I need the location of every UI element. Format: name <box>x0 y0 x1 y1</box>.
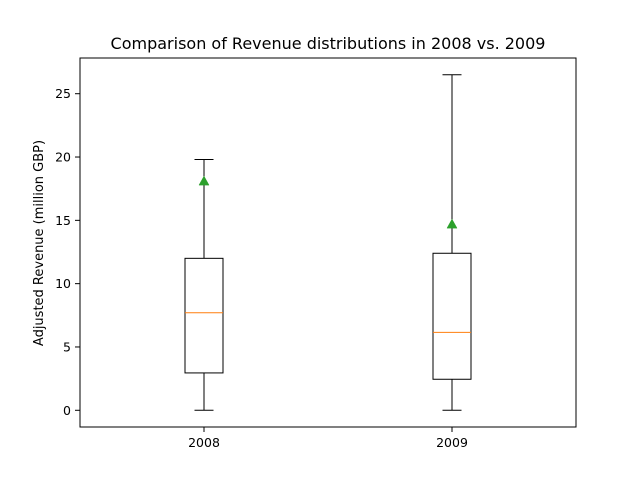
y-tick-label: 25 <box>55 86 71 101</box>
y-tick-label: 5 <box>63 339 71 354</box>
x-tick-label: 2008 <box>188 435 220 450</box>
iqr-box <box>432 252 472 380</box>
mean-marker <box>446 218 458 229</box>
iqr-box <box>184 257 224 374</box>
y-tick-label: 15 <box>55 213 71 228</box>
axes-frame <box>79 57 577 428</box>
box-2008 <box>184 159 224 411</box>
mean-marker <box>198 175 210 186</box>
y-tick-label: 0 <box>63 403 71 418</box>
y-tick-label: 10 <box>55 276 71 291</box>
y-axis-label: Adjusted Revenue (million GBP) <box>32 140 47 346</box>
box-2009 <box>432 74 472 411</box>
x-tick-label: 2009 <box>436 435 468 450</box>
y-tick-label: 20 <box>55 150 71 165</box>
plot-area: 0 5 10 15 20 25 2008 2009 <box>55 57 577 450</box>
chart-title: Comparison of Revenue distributions in 2… <box>111 34 546 53</box>
